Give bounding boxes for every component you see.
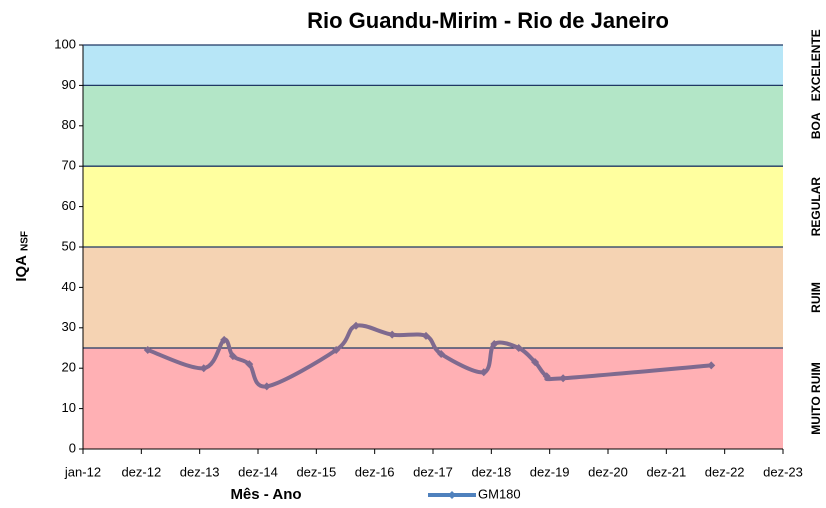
x-tick-label: dez-20 — [588, 464, 628, 479]
y-tick-label: 20 — [62, 360, 76, 375]
y-tick-label: 0 — [69, 440, 76, 455]
y-tick-label: 70 — [62, 158, 76, 173]
x-tick-label: dez-23 — [763, 464, 803, 479]
quality-band — [83, 166, 783, 247]
x-tick-label: jan-12 — [64, 464, 101, 479]
band-label: RUIM — [809, 282, 823, 313]
x-axis-title: Mês - Ano — [230, 486, 301, 503]
legend-marker — [448, 491, 456, 499]
band-label: EXCELENTE — [809, 29, 823, 101]
y-tick-label: 60 — [62, 198, 76, 213]
data-point — [707, 361, 716, 370]
data-point — [514, 344, 523, 352]
data-point — [479, 368, 488, 377]
data-point — [228, 352, 237, 361]
x-tick-label: dez-17 — [413, 464, 453, 479]
quality-band — [83, 45, 783, 86]
data-point — [388, 330, 397, 339]
y-axis-title-group: IQA NSF — [13, 231, 31, 282]
quality-band — [83, 85, 783, 167]
band-label: REGULAR — [809, 177, 823, 237]
legend-label: GM180 — [478, 486, 521, 501]
y-tick-label: 80 — [62, 117, 76, 132]
x-tick-label: dez-14 — [238, 464, 278, 479]
y-axis-subscript: NSF — [20, 231, 31, 251]
data-point — [352, 321, 360, 330]
data-point — [422, 331, 430, 340]
x-tick-label: dez-12 — [121, 464, 161, 479]
x-tick-label: dez-19 — [530, 464, 570, 479]
y-tick-label: 50 — [62, 238, 76, 253]
band-label: BOA — [809, 112, 823, 139]
y-tick-label: 10 — [62, 400, 76, 415]
data-point — [490, 339, 499, 348]
data-point — [245, 360, 254, 369]
data-point — [262, 382, 271, 391]
data-point — [143, 346, 152, 355]
y-axis-title: IQA — [13, 255, 30, 282]
y-tick-label: 90 — [62, 77, 76, 92]
x-tick-label: dez-22 — [705, 464, 745, 479]
band-label: MUITO RUIM — [809, 362, 823, 434]
y-tick-label: 30 — [62, 319, 76, 334]
y-tick-label: 100 — [54, 36, 76, 51]
x-tick-label: dez-18 — [471, 464, 511, 479]
data-point — [437, 350, 446, 359]
data-point — [542, 372, 551, 381]
quality-band — [83, 348, 783, 449]
x-tick-label: dez-16 — [355, 464, 395, 479]
y-tick-label: 40 — [62, 279, 76, 294]
x-tick-label: dez-21 — [646, 464, 686, 479]
quality-band — [83, 247, 783, 348]
x-tick-label: dez-13 — [180, 464, 220, 479]
data-point — [559, 374, 568, 383]
x-tick-label: dez-15 — [296, 464, 336, 479]
data-point — [531, 358, 540, 367]
chart-title: Rio Guandu-Mirim - Rio de Janeiro — [307, 8, 669, 33]
data-point — [332, 346, 341, 355]
data-point — [220, 335, 229, 344]
data-point — [199, 364, 208, 373]
